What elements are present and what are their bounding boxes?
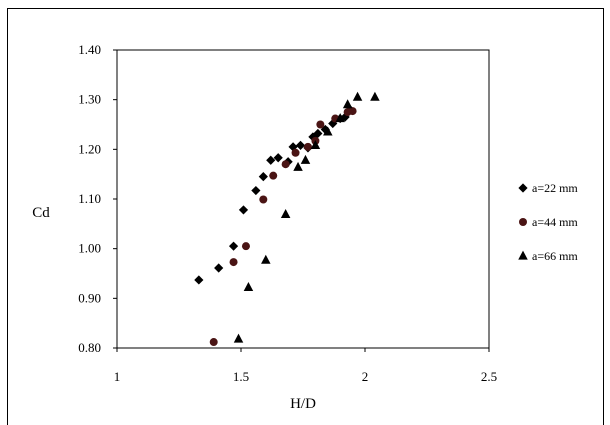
data-point-diamond bbox=[251, 185, 261, 196]
data-point-triangle bbox=[293, 161, 303, 171]
y-tick-label: 1.20 bbox=[78, 141, 101, 156]
data-point-diamond bbox=[295, 140, 306, 150]
y-tick-label: 1.10 bbox=[78, 191, 101, 206]
legend-label: a=22 mm bbox=[532, 181, 578, 195]
legend-marker-circle bbox=[519, 218, 527, 226]
y-tick-label: 0.90 bbox=[78, 290, 101, 305]
data-point-diamond bbox=[258, 172, 268, 182]
series-triangle bbox=[233, 91, 380, 343]
data-point-diamond bbox=[266, 155, 276, 165]
data-point-circle bbox=[209, 338, 218, 347]
legend-marker-triangle bbox=[518, 250, 528, 260]
data-point-triangle bbox=[323, 126, 333, 136]
data-points bbox=[194, 91, 380, 347]
legend-item: a=22 mm bbox=[518, 181, 578, 195]
y-axis-ticks: 0.80 0.90 1.00 1.10 1.20 1.30 1.40 bbox=[78, 42, 117, 355]
data-point-triangle bbox=[352, 91, 363, 101]
x-tick-label: 1.5 bbox=[233, 369, 249, 384]
legend-label: a=44 mm bbox=[532, 215, 578, 229]
x-tick-label: 1 bbox=[114, 369, 121, 384]
data-point-triangle bbox=[261, 254, 271, 264]
data-point-circle bbox=[348, 107, 357, 116]
data-point-circle bbox=[241, 242, 250, 251]
data-point-triangle bbox=[310, 139, 321, 149]
data-point-diamond bbox=[194, 275, 204, 285]
data-point-triangle bbox=[370, 91, 380, 101]
legend-label: a=66 mm bbox=[532, 249, 578, 263]
data-point-diamond bbox=[273, 153, 283, 163]
x-tick-label: 2.5 bbox=[481, 369, 497, 384]
data-point-circle bbox=[229, 258, 238, 267]
data-point-triangle bbox=[243, 282, 254, 292]
x-axis-ticks: 1 1.5 2 2.5 bbox=[114, 348, 497, 384]
data-point-diamond bbox=[313, 128, 323, 139]
x-axis-title: H/D bbox=[290, 396, 316, 412]
legend: a=22 mm a=44 mm a=66 mm bbox=[518, 181, 578, 263]
x-tick-label: 2 bbox=[362, 369, 369, 384]
data-point-circle bbox=[316, 120, 325, 129]
data-point-diamond bbox=[288, 142, 298, 152]
legend-item: a=66 mm bbox=[518, 249, 578, 263]
legend-marker-diamond bbox=[518, 183, 528, 193]
data-point-triangle bbox=[342, 99, 353, 109]
data-point-circle bbox=[281, 160, 290, 169]
data-point-circle bbox=[269, 171, 278, 180]
data-point-diamond bbox=[228, 241, 239, 251]
data-point-triangle bbox=[233, 333, 244, 343]
data-point-diamond bbox=[214, 263, 224, 273]
data-point-circle bbox=[303, 142, 312, 151]
legend-item: a=44 mm bbox=[519, 215, 578, 229]
y-axis-title: Cd bbox=[32, 205, 50, 221]
data-point-diamond bbox=[238, 205, 249, 215]
y-tick-label: 1.30 bbox=[78, 92, 101, 107]
y-tick-label: 1.40 bbox=[78, 42, 101, 57]
y-tick-label: 0.80 bbox=[78, 340, 101, 355]
data-point-triangle bbox=[280, 208, 291, 218]
data-point-circle bbox=[291, 148, 300, 157]
data-point-triangle bbox=[300, 154, 311, 164]
series-circle bbox=[209, 107, 357, 347]
chart-frame bbox=[7, 8, 604, 425]
data-point-circle bbox=[259, 195, 268, 204]
data-point-diamond bbox=[340, 112, 350, 122]
plot-area bbox=[116, 49, 490, 349]
y-tick-label: 1.00 bbox=[78, 241, 101, 256]
data-point-triangle bbox=[335, 113, 345, 123]
